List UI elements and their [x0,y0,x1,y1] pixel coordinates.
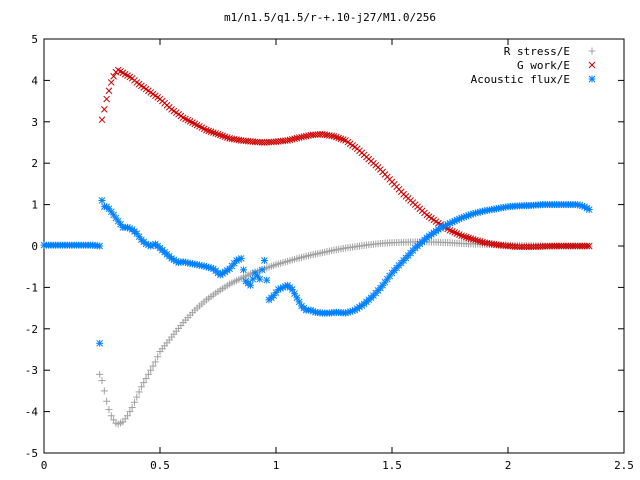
y-tick-label: 4 [31,74,38,87]
data-point [337,135,345,143]
axes-layer: 0 0.5 1 1.5 2 2.5 -5 -4 -3 -2 -1 0 1 2 3 4 5 [25,33,634,472]
data-point [135,388,143,396]
data-point [335,134,342,142]
data-point [105,406,113,414]
y-tick-label: 1 [31,199,38,212]
y-tick-label: 0 [31,240,38,253]
x-tick-label: 2 [505,459,512,472]
data-point [154,353,162,361]
y-tick-label: -2 [25,323,38,336]
data-point [462,233,470,241]
data-point [96,339,104,347]
legend-label: Acoustic flux/E [471,73,570,86]
data-point [585,206,593,214]
data-point [205,127,213,135]
data-point [96,370,104,378]
data-point [256,275,264,283]
data-point [100,106,108,113]
data-point [246,281,254,289]
data-point [249,275,257,283]
data-point [110,72,117,80]
series-cross [98,66,593,251]
data-point [144,370,152,378]
legend-marker [588,47,596,55]
y-tick-label: -1 [25,281,38,294]
data-point [469,236,477,243]
data-point [216,131,224,139]
data-point [203,126,210,134]
x-tick-label: 1.5 [382,459,402,472]
legend-label: G work/E [517,59,570,72]
data-point [583,242,591,250]
data-point [219,132,226,140]
data-point [149,362,157,370]
x-tick-label: 1 [273,459,280,472]
data-point [147,366,155,374]
x-tick-label: 0 [41,459,48,472]
y-tick-label: -4 [25,406,39,419]
data-point [98,116,106,124]
data-point [472,236,479,244]
data-point [237,254,245,262]
data-point [142,374,150,382]
data-point [124,412,132,420]
data-point [103,95,110,103]
data-point [151,358,159,366]
data-point [110,211,118,219]
legend-label: R stress/E [504,45,570,58]
y-tick-label: -5 [25,447,38,460]
data-point [460,233,468,240]
data-point [98,196,106,204]
legend-marker [588,75,596,83]
data-point [465,234,472,242]
data-point [98,377,106,385]
y-tick-label: 5 [31,33,38,46]
data-point [260,256,268,264]
data-point [330,132,338,140]
legend-marker [588,61,596,69]
data-point [126,408,134,416]
series-plus [96,238,593,428]
data-point [210,129,217,136]
data-point [105,87,113,95]
chart-title: m1/n1.5/q1.5/r-+.10-j27/M1.0/256 [224,11,436,24]
data-point [107,79,115,86]
data-point [207,128,215,136]
data-point [128,403,136,411]
data-point [100,387,108,395]
data-point [474,237,482,245]
data-point [96,242,104,250]
data-point [263,276,271,284]
data-point [585,242,593,250]
data-point [476,238,484,245]
data-point [458,232,465,239]
data-point [240,266,248,274]
data-point [214,130,222,138]
y-tick-label: -3 [25,364,38,377]
data-point [339,136,347,143]
data-point [467,235,475,242]
data-point [107,412,115,420]
data-point [140,379,148,387]
data-point [137,383,145,391]
series-layer [40,66,593,428]
y-tick-label: 2 [31,157,38,170]
data-point [332,133,340,141]
x-tick-label: 2.5 [614,459,634,472]
data-point [103,397,111,405]
data-point [258,266,266,274]
data-point [133,393,141,401]
data-point [130,398,138,406]
data-point [221,133,229,141]
series-star [40,196,593,347]
y-tick-label: 3 [31,116,38,129]
data-point [212,130,220,137]
x-tick-label: 0.5 [150,459,170,472]
